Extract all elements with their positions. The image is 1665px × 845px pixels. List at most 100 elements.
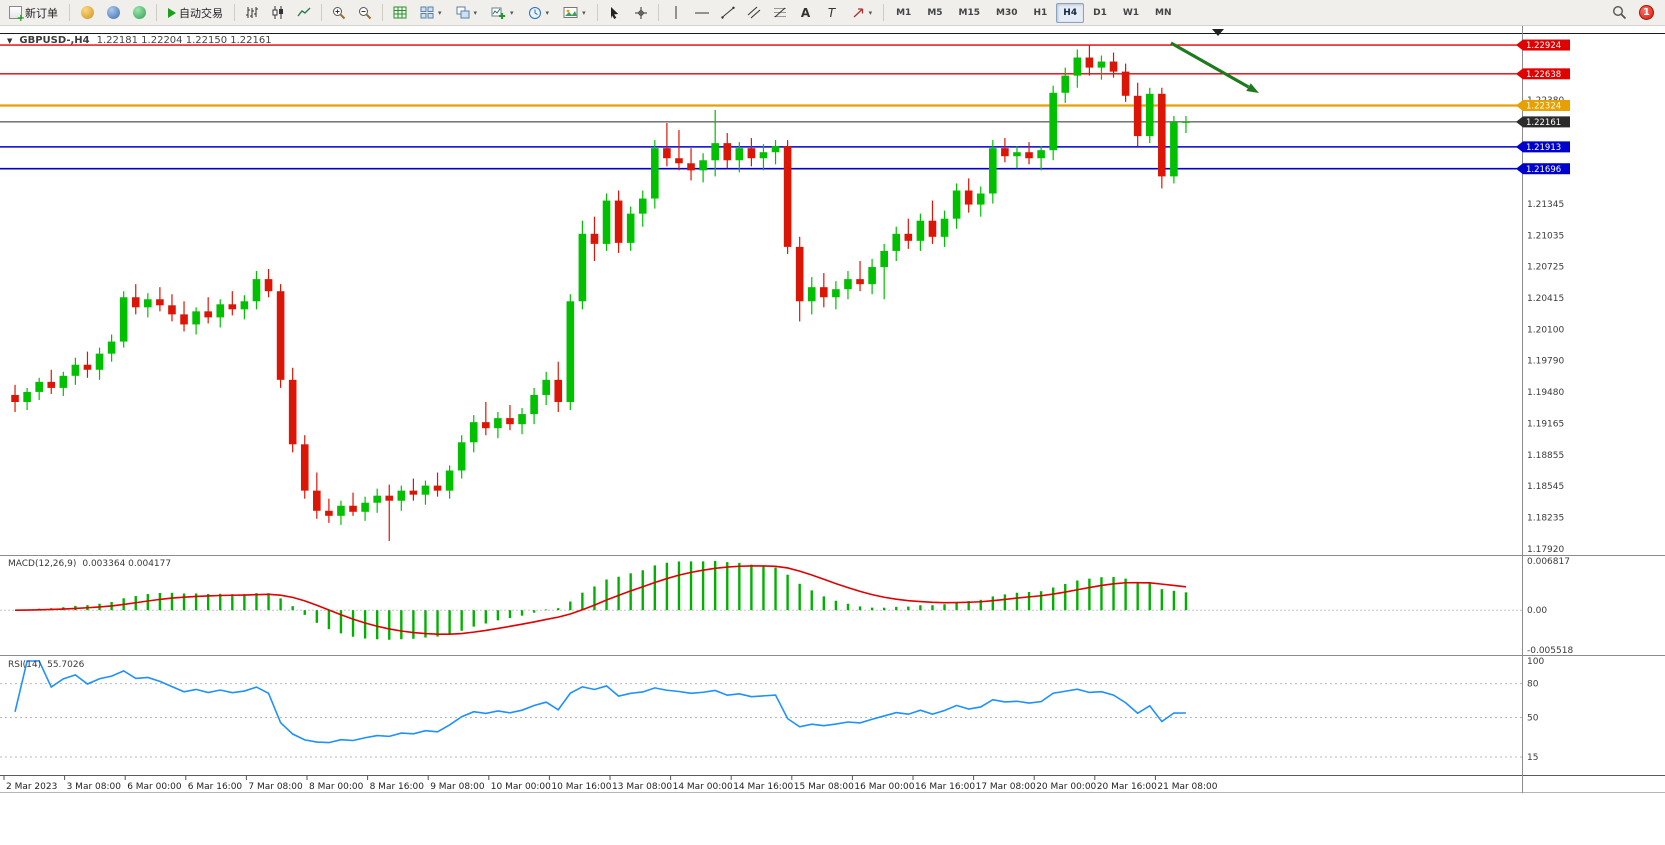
timeframe-m1-button[interactable]: M1: [889, 3, 918, 23]
bear-candle: [156, 299, 164, 306]
timeframe-m15-button[interactable]: M15: [952, 3, 987, 23]
bull-candle: [1049, 92, 1057, 151]
bear-candle: [904, 233, 913, 241]
bar-chart-button[interactable]: [240, 2, 264, 24]
price-axis-label: 1.18545: [1527, 482, 1564, 492]
bear-candle: [264, 279, 273, 292]
price-badge-label: 1.22161: [1526, 118, 1561, 128]
trend-arrow-line: [1170, 41, 1250, 89]
time-axis-label: 8 Mar 16:00: [370, 782, 425, 792]
time-axis-label: 10 Mar 00:00: [491, 782, 551, 792]
navigator-button[interactable]: [101, 2, 125, 24]
price-badge-bg: [1523, 116, 1570, 128]
price-badge-arrow: [1516, 39, 1523, 51]
bear-candle: [1158, 93, 1166, 177]
cascade-windows-icon: [456, 6, 470, 19]
candlestick-chart-button[interactable]: [266, 2, 290, 24]
price-axis-label: 1.21035: [1527, 231, 1564, 241]
timeframe-m5-button[interactable]: M5: [920, 3, 949, 23]
zoom-in-button[interactable]: [327, 2, 351, 24]
bull-candle: [119, 297, 128, 342]
expand-triangle-icon[interactable]: ▼: [7, 36, 13, 45]
horizontal-line-tool-button[interactable]: [690, 2, 714, 24]
time-axis-label: 3 Mar 08:00: [67, 782, 122, 792]
bear-candle: [11, 394, 19, 403]
price-badge-arrow: [1516, 68, 1523, 80]
bull-candle: [494, 418, 502, 429]
grid-icon: [393, 6, 407, 19]
cascade-windows-button[interactable]: ▾: [450, 2, 484, 24]
chevron-down-icon: ▾: [545, 8, 550, 17]
bull-candle: [868, 267, 876, 285]
bull-candle: [1013, 152, 1021, 157]
label-tool-button[interactable]: T: [820, 2, 844, 24]
zoom-out-button[interactable]: [353, 2, 377, 24]
terminal-button[interactable]: [127, 2, 151, 24]
bear-candle: [349, 505, 357, 512]
price-chart-canvas[interactable]: 1.223801.213451.210351.207251.204151.201…: [0, 26, 1665, 793]
horizontal-lines[interactable]: [0, 44, 1522, 170]
bear-candle: [83, 364, 92, 370]
cursor-tool-button[interactable]: [603, 2, 627, 24]
price-badge-label: 1.21913: [1526, 143, 1561, 153]
timeframe-d1-button[interactable]: D1: [1086, 3, 1114, 23]
timeframe-m30-button[interactable]: M30: [989, 3, 1024, 23]
bull-candle: [880, 250, 888, 268]
time-axis[interactable]: 2 Mar 2023 3 Mar 08:00 6 Mar 00:00 6 Mar 16…: [3, 776, 1218, 792]
annotation-arrow[interactable]: [1170, 41, 1259, 93]
time-axis-label: 16 Mar 00:00: [854, 782, 914, 792]
chart-period-button[interactable]: ▾: [522, 2, 556, 24]
price-axis-label: 1.20100: [1527, 325, 1564, 335]
navigator-icon: [106, 6, 120, 19]
bull-candle: [530, 394, 538, 415]
vertical-line-tool-button[interactable]: [664, 2, 688, 24]
macd-axis-label: 0.00: [1527, 606, 1547, 616]
autotrading-play-icon: [168, 7, 176, 18]
market-watch-button[interactable]: [75, 2, 99, 24]
arrows-tool-button[interactable]: ▾: [846, 2, 879, 24]
price-badge-label: 1.22924: [1526, 41, 1561, 51]
bear-candle: [506, 418, 514, 425]
price-axis-label: 1.20415: [1527, 294, 1564, 304]
search-button[interactable]: [1607, 2, 1631, 24]
timeframe-h4-button[interactable]: H4: [1056, 2, 1085, 23]
chevron-down-icon: ▾: [868, 8, 873, 17]
bull-candle: [144, 299, 152, 308]
crosshair-tool-button[interactable]: [629, 2, 653, 24]
rsi-axis-label: 80: [1527, 680, 1539, 690]
macd-values: 0.003364 0.004177: [82, 559, 172, 569]
text-tool-button[interactable]: A: [794, 2, 818, 24]
price-axis-label: 1.19480: [1527, 388, 1564, 398]
bear-candle: [228, 304, 237, 310]
autotrading-button[interactable]: 自动交易: [162, 2, 229, 24]
line-chart-button[interactable]: [292, 2, 316, 24]
timeframe-h1-button[interactable]: H1: [1027, 3, 1055, 23]
toolbar-separator: [657, 4, 659, 21]
toolbar-separator: [234, 4, 235, 21]
timeframe-mn-button[interactable]: MN: [1148, 3, 1179, 23]
bull-candle: [989, 148, 997, 194]
bear-candle: [856, 279, 864, 285]
bull-candle: [976, 193, 985, 205]
tile-windows-button[interactable]: ▾: [414, 2, 448, 24]
chevron-down-icon: ▾: [473, 8, 478, 17]
time-axis-label: 9 Mar 08:00: [430, 782, 485, 792]
grid-button[interactable]: [388, 2, 412, 24]
price-axis[interactable]: 1.223801.213451.210351.207251.204151.201…: [1527, 96, 1573, 763]
channel-tool-button[interactable]: [742, 2, 766, 24]
template-button[interactable]: ▾: [557, 2, 592, 24]
new-chart-button[interactable]: ▾: [485, 2, 520, 24]
trendline-tool-button[interactable]: [716, 2, 740, 24]
bull-candle: [542, 379, 550, 395]
notification-badge[interactable]: 1: [1639, 5, 1654, 20]
new-order-button[interactable]: 新订单: [3, 2, 64, 24]
toolbar: 新订单 自动交易 ▾ ▾ ▾ ▾ ▾: [0, 0, 1665, 26]
price-axis-label: 1.17920: [1527, 545, 1564, 555]
timeframe-w1-button[interactable]: W1: [1116, 3, 1146, 23]
fibonacci-tool-button[interactable]: [768, 2, 792, 24]
candlestick-chart-icon: [272, 6, 283, 19]
toolbar-separator: [321, 4, 322, 21]
vertical-line-icon: [675, 6, 677, 19]
label-icon: T: [827, 5, 836, 20]
bull-candle: [1061, 75, 1070, 93]
